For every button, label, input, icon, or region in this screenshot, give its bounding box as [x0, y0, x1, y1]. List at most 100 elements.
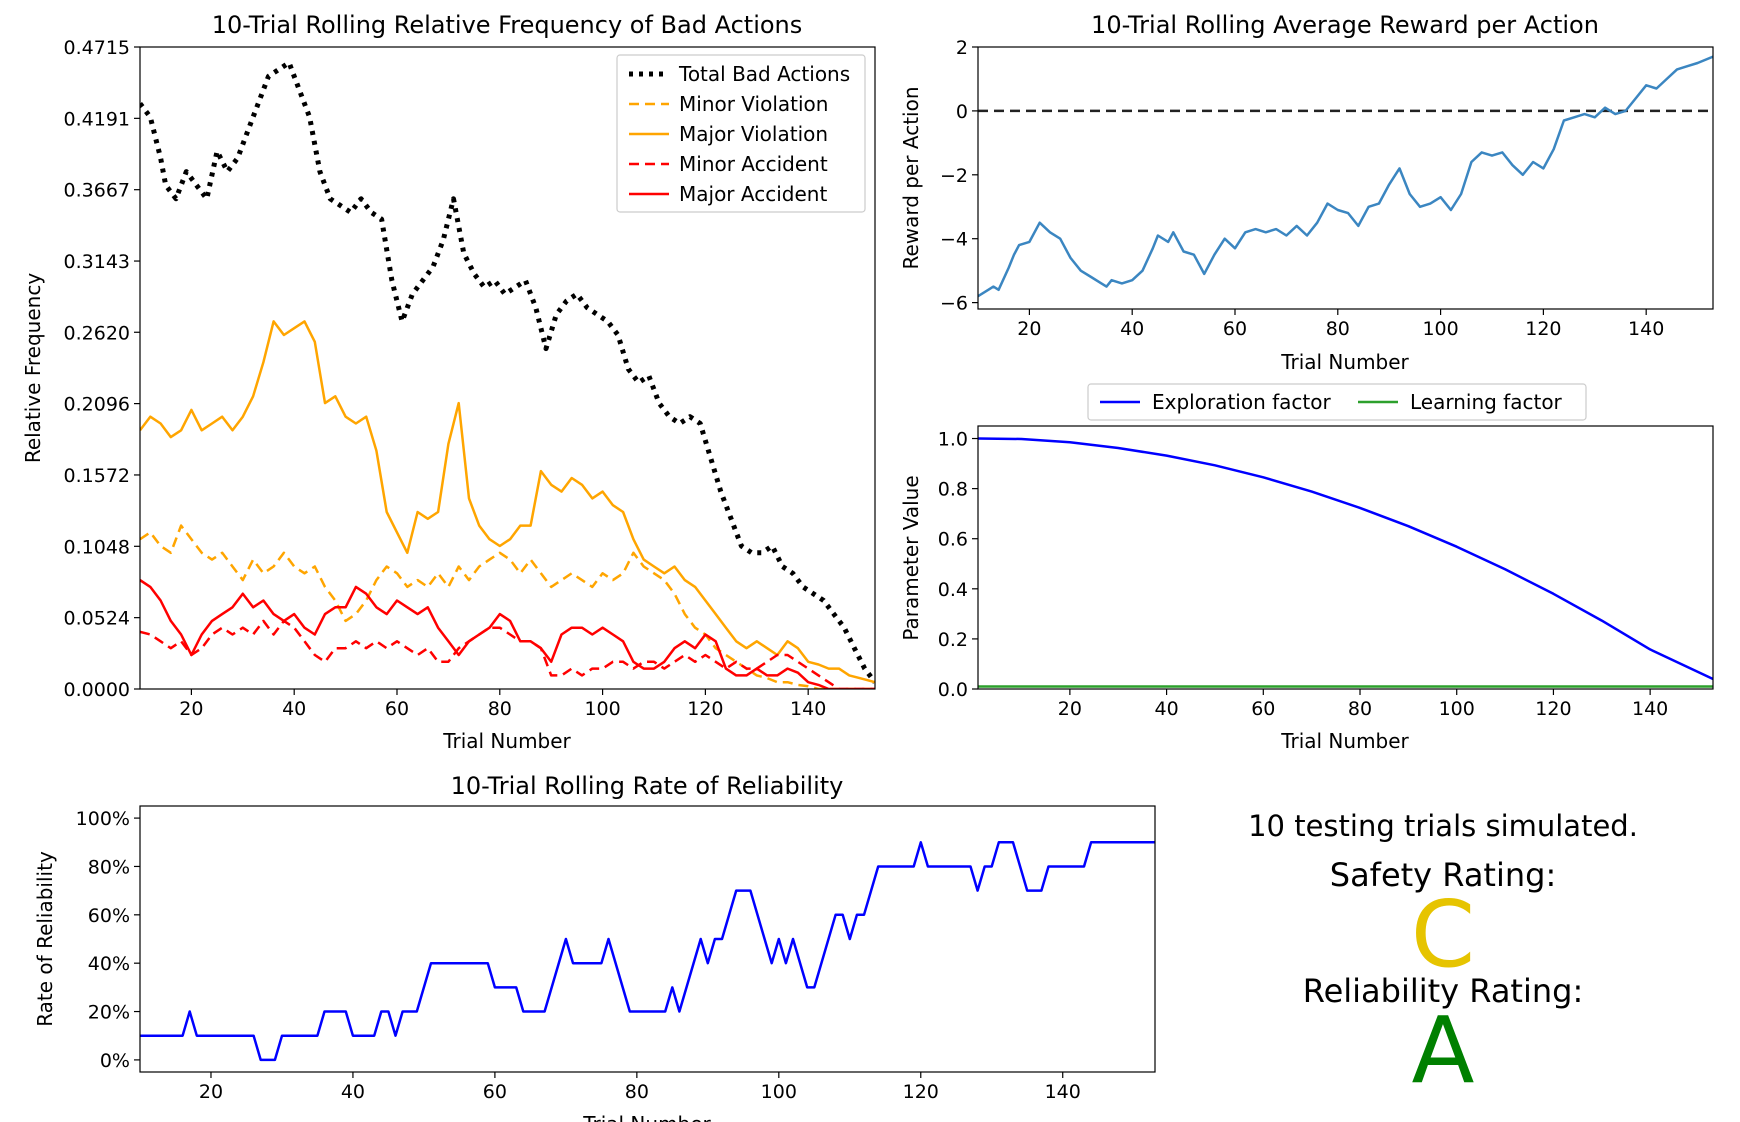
reward-y-label: Reward per Action — [899, 86, 923, 269]
parameters-x-tick-label: 60 — [1251, 698, 1275, 720]
parameters-plot-frame — [977, 425, 1714, 690]
reward-x-tick-label: 80 — [1326, 318, 1350, 340]
bad-actions-y-tick-label: 0.4191 — [64, 108, 130, 130]
safety-rating-label: Safety Rating: — [1330, 856, 1556, 894]
reliability-x-tick-label: 120 — [903, 1081, 939, 1103]
parameters-x-tick-label: 100 — [1439, 698, 1475, 720]
legend-label-exploration-factor: Exploration factor — [1152, 390, 1331, 414]
trials-simulated-text: 10 testing trials simulated. — [1248, 809, 1638, 843]
reward-y-tick-label: −6 — [940, 293, 968, 315]
reward-x-tick-label: 140 — [1628, 318, 1664, 340]
bad-actions-minor-accident-line — [140, 619, 875, 689]
bad-actions-y-tick-label: 0.3143 — [64, 251, 130, 273]
legend-label-learning-factor: Learning factor — [1410, 390, 1563, 414]
reward-y-tick-label: −2 — [940, 165, 968, 187]
reliability-x-tick-label: 140 — [1045, 1081, 1081, 1103]
reliability-y-label: Rate of Reliability — [33, 851, 57, 1027]
reward-x-tick-label: 120 — [1525, 318, 1561, 340]
bad-actions-total-bad-actions-line — [140, 60, 875, 684]
reliability-x-tick-label: 100 — [761, 1081, 797, 1103]
legend-label-minor-violation: Minor Violation — [679, 92, 828, 116]
parameters-legend-frame — [1087, 383, 1587, 421]
reliability-y-tick-label: 80% — [88, 856, 130, 878]
legend-label-major-violation: Major Violation — [679, 122, 828, 146]
parameters-x-tick-label: 40 — [1154, 698, 1178, 720]
safety-rating-grade: C — [1411, 881, 1475, 988]
bad-actions-x-label: Trial Number — [442, 729, 571, 753]
bad-actions-x-tick-label: 20 — [179, 698, 203, 720]
bad-actions-y-label: Relative Frequency — [21, 273, 45, 463]
bad-actions-minor-violation-line — [140, 524, 875, 689]
bad-actions-y-tick-label: 0.1048 — [64, 536, 130, 558]
bad-actions-x-tick-label: 140 — [790, 698, 826, 720]
parameters-x-tick-label: 140 — [1632, 698, 1668, 720]
bad-actions-plot-frame — [139, 46, 876, 690]
reliability-x-tick-label: 20 — [199, 1081, 223, 1103]
legend-label-major-accident: Major Accident — [679, 182, 827, 206]
reliability-x-label: Trial Number — [582, 1112, 711, 1122]
parameters-x-tick-label: 80 — [1348, 698, 1372, 720]
reliability-plot-frame — [139, 805, 1156, 1073]
parameters-y-tick-label: 0.4 — [938, 579, 968, 601]
parameters-y-label: Parameter Value — [899, 475, 923, 640]
reliability-rating-label: Reliability Rating: — [1303, 972, 1583, 1010]
parameters-y-tick-label: 0.6 — [938, 529, 968, 551]
bad-actions-x-tick-label: 120 — [687, 698, 723, 720]
reliability-chart: 20 40 60 80 100 120 140 0% 20% 40% 60% 80% 100% 10-… — [33, 772, 1156, 1122]
reliability-y-tick-label: 100% — [76, 808, 130, 830]
reliability-y-tick-label: 20% — [88, 1002, 130, 1024]
parameters-y-tick-label: 1.0 — [938, 429, 968, 451]
bad-actions-y-tick-label: 0.2620 — [64, 322, 130, 344]
reliability-y-tick-label: 0% — [100, 1050, 130, 1072]
bad-actions-major-accident-line — [140, 579, 875, 689]
reward-x-tick-label: 40 — [1120, 318, 1144, 340]
legend-label-minor-accident: Minor Accident — [679, 152, 828, 176]
reward-x-tick-label: 60 — [1223, 318, 1247, 340]
reward-plot-frame — [977, 46, 1714, 310]
bad-actions-title: 10-Trial Rolling Relative Frequency of B… — [212, 11, 803, 39]
parameters-y-tick-label: 0.2 — [938, 629, 968, 651]
reliability-title: 10-Trial Rolling Rate of Reliability — [451, 772, 844, 800]
reliability-x-tick-label: 80 — [625, 1081, 649, 1103]
reward-y-tick-label: 2 — [956, 37, 968, 59]
reward-title: 10-Trial Rolling Average Reward per Acti… — [1091, 11, 1599, 39]
reward-x-label: Trial Number — [1280, 350, 1409, 374]
parameters-x-tick-label: 120 — [1535, 698, 1571, 720]
bad-actions-major-violation-line — [140, 320, 875, 684]
bad-actions-x-tick-label: 80 — [488, 698, 512, 720]
bad-actions-chart: 20 40 60 80 100 120 140 0.0000 0.0524 0.1048 0.15… — [21, 11, 876, 753]
reliability-x-tick-label: 40 — [341, 1081, 365, 1103]
reliability-series-line — [140, 841, 1155, 1062]
parameters-y-tick-label: 0.0 — [938, 679, 968, 701]
parameters-chart: 20 40 60 80 100 120 140 0.0 0.2 0.4 0.6 0.8 1.0 Tri… — [899, 383, 1714, 753]
bad-actions-y-tick-label: 0.2096 — [64, 394, 130, 416]
bad-actions-y-tick-label: 0.1572 — [64, 465, 130, 487]
parameters-y-tick-label: 0.8 — [938, 479, 968, 501]
parameters-x-label: Trial Number — [1280, 729, 1409, 753]
legend-label-total-bad-actions: Total Bad Actions — [678, 62, 850, 86]
bad-actions-x-tick-label: 40 — [282, 698, 306, 720]
bad-actions-y-tick-label: 0.0000 — [64, 679, 130, 701]
summary-panel: 10 testing trials simulated. Safety Rati… — [1248, 809, 1638, 1104]
bad-actions-x-tick-label: 60 — [385, 698, 409, 720]
reward-chart: 20 40 60 80 100 120 140 −6 −4 −2 0 2 10-Trial Roll… — [899, 11, 1714, 374]
bad-actions-y-tick-label: 0.3667 — [64, 180, 130, 202]
reward-y-tick-label: −4 — [940, 229, 968, 251]
bad-actions-legend-frame — [616, 54, 866, 213]
bad-actions-legend: Total Bad Actions Minor Violation Major Vi… — [616, 54, 866, 213]
reward-x-tick-label: 20 — [1017, 318, 1041, 340]
reliability-y-tick-label: 40% — [88, 953, 130, 975]
bad-actions-x-tick-label: 100 — [584, 698, 620, 720]
reliability-x-tick-label: 60 — [483, 1081, 507, 1103]
parameters-legend: Exploration factor Learning factor — [1087, 383, 1587, 421]
reward-y-tick-label: 0 — [956, 101, 968, 123]
reward-series-line — [978, 55, 1713, 298]
reliability-y-tick-label: 60% — [88, 905, 130, 927]
bad-actions-y-tick-label: 0.0524 — [64, 608, 130, 630]
reliability-rating-grade: A — [1412, 997, 1475, 1104]
parameters-x-tick-label: 20 — [1058, 698, 1082, 720]
reward-x-tick-label: 100 — [1422, 318, 1458, 340]
parameters-exploration-factor-line — [978, 437, 1713, 681]
bad-actions-y-tick-label: 0.4715 — [64, 37, 130, 59]
